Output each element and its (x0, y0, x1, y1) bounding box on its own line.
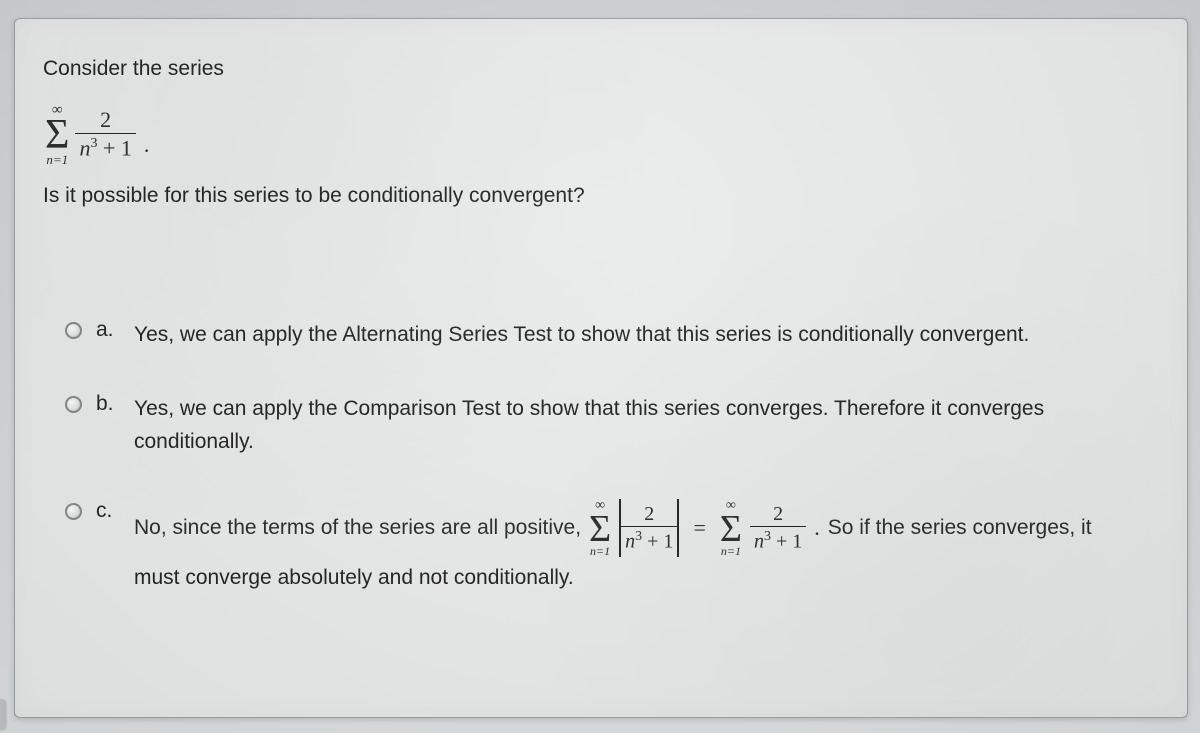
option-c-post: So if the series converges, it (828, 513, 1092, 542)
option-c-pre: No, since the terms of the series are al… (134, 513, 581, 542)
option-a-text: Yes, we can apply the Alternating Series… (134, 318, 1029, 352)
option-c-body: No, since the terms of the series are al… (134, 499, 1092, 595)
formula-period: . (144, 132, 150, 166)
sigma-lower-limit: n=1 (46, 153, 68, 166)
option-b[interactable]: b. Yes, we can apply the Comparison Test… (43, 392, 1159, 459)
fraction-numerator: 2 (94, 109, 117, 133)
inline-period: . (814, 513, 820, 544)
radio-c[interactable] (65, 503, 82, 520)
option-c-line1: No, since the terms of the series are al… (134, 499, 1092, 557)
prompt-intro: Consider the series (43, 53, 1159, 85)
radio-a[interactable] (65, 322, 82, 339)
inline-fraction-plain: 2 n3 + 1 (750, 504, 806, 552)
option-a[interactable]: a. Yes, we can apply the Alternating Ser… (43, 318, 1159, 352)
sigma-block: ∞ Σ n=1 (45, 103, 69, 167)
options-list: a. Yes, we can apply the Alternating Ser… (43, 318, 1159, 595)
fraction-denominator: n3 + 1 (75, 133, 135, 159)
abs-bar-right (677, 499, 679, 557)
question-card: Consider the series ∞ Σ n=1 2 n3 + 1 . I… (14, 18, 1188, 718)
question-text: Is it possible for this series to be con… (43, 184, 1159, 208)
edge-sliver (0, 699, 6, 729)
option-c[interactable]: c. No, since the terms of the series are… (43, 499, 1159, 595)
option-b-text: Yes, we can apply the Comparison Test to… (134, 392, 1159, 459)
option-c-line2: must converge absolutely and not conditi… (134, 561, 1092, 595)
series-formula: ∞ Σ n=1 2 n3 + 1 . (45, 103, 1159, 167)
series-fraction: 2 n3 + 1 (75, 109, 135, 159)
radio-b[interactable] (65, 396, 82, 413)
option-b-letter: b. (96, 392, 120, 416)
sigma-symbol: Σ (45, 118, 69, 154)
option-c-letter: c. (96, 499, 120, 523)
inline-sigma-plain: ∞ Σ n=1 (720, 499, 742, 557)
inline-sigma-abs: ∞ Σ n=1 (589, 499, 611, 557)
equals-sign: = (687, 513, 711, 544)
abs-value-wrap: 2 n3 + 1 (619, 499, 679, 557)
option-a-letter: a. (96, 318, 120, 342)
inline-fraction-abs: 2 n3 + 1 (621, 504, 677, 552)
